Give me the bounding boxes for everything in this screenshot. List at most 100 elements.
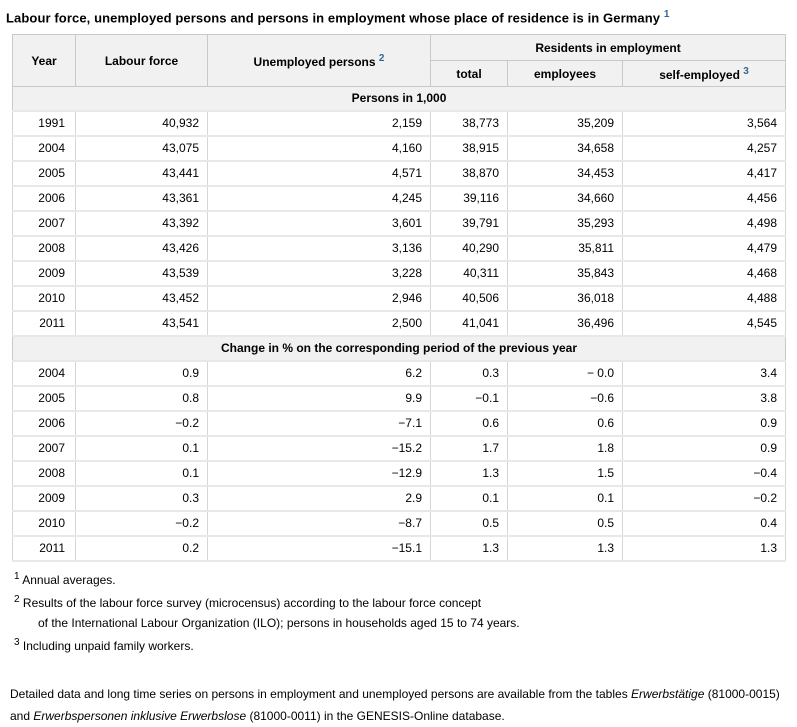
table-row: 2008 43,426 3,136 40,290 35,811 4,479 — [12, 235, 787, 263]
year-cell: 2006 — [12, 185, 76, 213]
footnote-3: 3 Including unpaid family workers. — [14, 633, 791, 656]
value-cell: 0.1 — [507, 485, 623, 513]
value-cell: −0.2 — [75, 510, 208, 538]
year-cell: 2008 — [12, 235, 76, 263]
col-header-unemployed-label: Unemployed persons — [253, 54, 376, 69]
footnote-1-ref: 1 — [14, 571, 20, 583]
value-cell: 4,488 — [621, 285, 787, 313]
publication-name: Erwerbstätige — [631, 687, 705, 702]
value-cell: 43,361 — [75, 185, 208, 213]
value-cell: 4,498 — [621, 210, 787, 238]
col-header-employees: employees — [507, 60, 623, 88]
year-cell: 2011 — [12, 535, 76, 563]
value-cell: 40,311 — [430, 260, 508, 288]
value-cell: 6.2 — [207, 360, 431, 388]
year-cell: 2011 — [12, 310, 76, 338]
value-cell: 0.3 — [75, 485, 208, 513]
value-cell: 39,791 — [430, 210, 508, 238]
value-cell: 4,160 — [207, 135, 431, 163]
table-row: 2007 43,392 3,601 39,791 35,293 4,498 — [12, 210, 787, 238]
value-cell: 40,932 — [75, 110, 208, 138]
value-cell: 0.8 — [75, 385, 208, 413]
table-row: 2010 43,452 2,946 40,506 36,018 4,488 — [12, 285, 787, 313]
value-cell: 4,417 — [621, 160, 787, 188]
value-cell: 38,773 — [430, 110, 508, 138]
value-cell: 0.3 — [430, 360, 508, 388]
value-cell: 43,441 — [75, 160, 208, 188]
value-cell: 40,506 — [430, 285, 508, 313]
value-cell: 0.5 — [430, 510, 508, 538]
value-cell: 1.3 — [621, 535, 787, 563]
labour-force-table: Year Labour force Unemployed persons 2 R… — [11, 34, 787, 563]
value-cell: 36,496 — [507, 310, 623, 338]
value-cell: 2,159 — [207, 110, 431, 138]
value-cell: 4,257 — [621, 135, 787, 163]
section-label: Change in % on the corresponding period … — [11, 335, 787, 362]
value-cell: 2.9 — [207, 485, 431, 513]
table-row: 2005 0.8 9.9 −0.1 −0.6 3.8 — [12, 385, 787, 413]
page-title-text: Labour force, unemployed persons and per… — [6, 10, 661, 26]
value-cell: 3,136 — [207, 235, 431, 263]
year-cell: 1991 — [12, 110, 76, 138]
section-header-row: Change in % on the corresponding period … — [11, 335, 787, 362]
value-cell: 0.1 — [430, 485, 508, 513]
value-cell: 35,293 — [507, 210, 623, 238]
value-cell: 4,545 — [621, 310, 787, 338]
value-cell: 34,660 — [507, 185, 623, 213]
value-cell: 3.8 — [621, 385, 787, 413]
value-cell: 0.4 — [621, 510, 787, 538]
table-header: Year Labour force Unemployed persons 2 R… — [12, 34, 787, 88]
table-row: 2011 43,541 2,500 41,041 36,496 4,545 — [12, 310, 787, 338]
value-cell: −12.9 — [207, 460, 431, 488]
detail-text: (81000-0011) in the GENESIS-Online datab… — [246, 709, 505, 724]
value-cell: 41,041 — [430, 310, 508, 338]
footnote-1-text: Annual averages. — [22, 573, 116, 588]
table-row: 2007 0.1 −15.2 1.7 1.8 0.9 — [12, 435, 787, 463]
footnote-3-ref: 3 — [14, 637, 20, 649]
self-employed-footnote-ref: 3 — [743, 65, 749, 77]
col-header-self-employed: self-employed 3 — [621, 60, 787, 88]
value-cell: −15.1 — [207, 535, 431, 563]
footnote-2-text-continued: of the International Labour Organization… — [38, 616, 520, 631]
value-cell: −15.2 — [207, 435, 431, 463]
section-label: Persons in 1,000 — [11, 86, 787, 112]
value-cell: 1.3 — [507, 535, 623, 563]
col-header-year: Year — [12, 34, 76, 88]
value-cell: 1.3 — [430, 460, 508, 488]
year-cell: 2007 — [12, 210, 76, 238]
year-cell: 2004 — [12, 135, 76, 163]
value-cell: −8.7 — [207, 510, 431, 538]
detail-paragraph: Detailed data and long time series on pe… — [10, 683, 792, 727]
value-cell: −0.2 — [75, 410, 208, 438]
footnote-2-continued: of the International Labour Organization… — [14, 613, 791, 633]
title-footnote-ref: 1 — [663, 9, 670, 20]
value-cell: 3.4 — [621, 360, 787, 388]
col-header-labour-force: Labour force — [75, 34, 208, 88]
table-row: 1991 40,932 2,159 38,773 35,209 3,564 — [12, 110, 787, 138]
footnote-2-text: Results of the labour force survey (micr… — [22, 596, 482, 611]
col-header-residents-group: Residents in employment — [429, 34, 787, 62]
year-cell: 2009 — [12, 485, 76, 513]
page-title: Labour force, unemployed persons and per… — [6, 5, 791, 34]
value-cell: 34,658 — [507, 135, 623, 163]
year-cell: 2010 — [12, 285, 76, 313]
value-cell: 4,479 — [621, 235, 787, 263]
table-row: 2004 43,075 4,160 38,915 34,658 4,257 — [12, 135, 787, 163]
footnotes: 1 Annual averages. 2 Results of the labo… — [14, 567, 791, 656]
col-header-unemployed: Unemployed persons 2 — [207, 34, 431, 88]
value-cell: 35,811 — [507, 235, 623, 263]
footnote-1: 1 Annual averages. — [14, 567, 791, 590]
value-cell: 1.7 — [430, 435, 508, 463]
year-cell: 2008 — [12, 460, 76, 488]
value-cell: −0.4 — [621, 460, 787, 488]
year-cell: 2005 — [12, 385, 76, 413]
table-row: 2006 43,361 4,245 39,116 34,660 4,456 — [12, 185, 787, 213]
value-cell: 3,228 — [207, 260, 431, 288]
year-cell: 2006 — [12, 410, 76, 438]
value-cell: 1.3 — [430, 535, 508, 563]
value-cell: − 0.0 — [507, 360, 623, 388]
value-cell: 0.9 — [621, 410, 787, 438]
value-cell: −7.1 — [207, 410, 431, 438]
value-cell: 0.1 — [75, 435, 208, 463]
